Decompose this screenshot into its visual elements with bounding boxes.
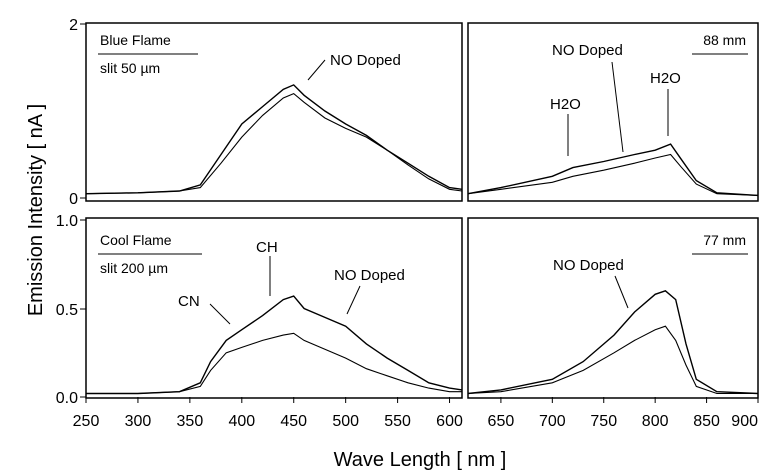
- annotation-no-doped-top-right: NO Doped: [552, 42, 623, 59]
- x-tick-label-850: 850: [693, 413, 720, 430]
- x-tick-label-300: 300: [125, 413, 152, 430]
- series-top-left: [85, 84, 463, 195]
- series-top-right: [467, 143, 759, 197]
- annotation-ch: CH: [256, 239, 278, 256]
- annotation-leader-bottom-left: [346, 285, 361, 315]
- label-77mm: 77 mm: [703, 232, 746, 248]
- x-tick-label-350: 350: [177, 413, 204, 430]
- y-tick-label-bottom-0: 0.0: [56, 390, 78, 407]
- label-cool-flame: Cool Flame: [100, 232, 172, 248]
- series-line-top-right-2: [467, 153, 759, 196]
- panel-bottom-left-frame: [85, 217, 463, 399]
- series-line-bottom-right-1: [467, 290, 759, 395]
- y-tick-label-top-2: 2: [69, 17, 78, 34]
- x-tick-label-550: 550: [384, 413, 411, 430]
- label-slit-200: slit 200 µm: [100, 260, 168, 276]
- series-line-top-right-1: [467, 143, 759, 197]
- series-line-bottom-left-2: [86, 332, 462, 395]
- annotation-no-doped-top-left: NO Doped: [330, 52, 401, 69]
- annotation-leader-top-left: [307, 59, 326, 81]
- y-tick-label-bottom-1: 1.0: [56, 213, 78, 230]
- annotation-h2o-left: H2O: [550, 96, 581, 113]
- x-tick-label-500: 500: [332, 413, 359, 430]
- panel-bottom-right-frame: [467, 217, 759, 399]
- series-line-bottom-right-2: [467, 325, 758, 395]
- annotation-leader-bottom-right: [614, 275, 629, 309]
- annotation-leader-cn: [209, 303, 231, 325]
- annotation-no-doped-bottom-left: NO Doped: [334, 267, 405, 284]
- panel-top-right-frame: [467, 22, 759, 202]
- label-slit-50: slit 50 µm: [100, 60, 160, 76]
- x-tick-label-250: 250: [73, 413, 100, 430]
- y-tick-label-bottom-05: 0.5: [56, 302, 78, 319]
- panel-top-left-frame: [85, 22, 463, 202]
- y-axis-title: Emission Intensity [ nA ]: [25, 104, 47, 316]
- series-line-top-left-2: [85, 92, 463, 195]
- label-blue-flame: Blue Flame: [100, 32, 171, 48]
- x-tick-label-800: 800: [642, 413, 669, 430]
- x-axis-ticks: 250 300 350 400 450 500 550 600 650 700 750 800 850 9…: [73, 397, 759, 430]
- y-tick-label-top-0: 0: [69, 191, 78, 208]
- x-tick-label-450: 450: [280, 413, 307, 430]
- x-tick-label-700: 700: [539, 413, 566, 430]
- label-88mm: 88 mm: [703, 32, 746, 48]
- annotation-leader-top-right: [611, 61, 624, 153]
- x-tick-label-750: 750: [590, 413, 617, 430]
- series-line-bottom-left-1: [86, 295, 463, 395]
- annotation-no-doped-bottom-right: NO Doped: [553, 257, 624, 274]
- x-tick-label-900: 900: [731, 413, 758, 430]
- series-bottom-left: [86, 295, 463, 395]
- series-bottom-right: [467, 290, 759, 395]
- x-tick-label-650: 650: [488, 413, 515, 430]
- x-axis-title: Wave Length [ nm ]: [334, 449, 507, 471]
- series-line-top-left-1: [85, 84, 463, 195]
- annotation-h2o-right: H2O: [650, 70, 681, 87]
- annotation-cn: CN: [178, 293, 200, 310]
- x-tick-label-600: 600: [436, 413, 463, 430]
- x-tick-label-400: 400: [228, 413, 255, 430]
